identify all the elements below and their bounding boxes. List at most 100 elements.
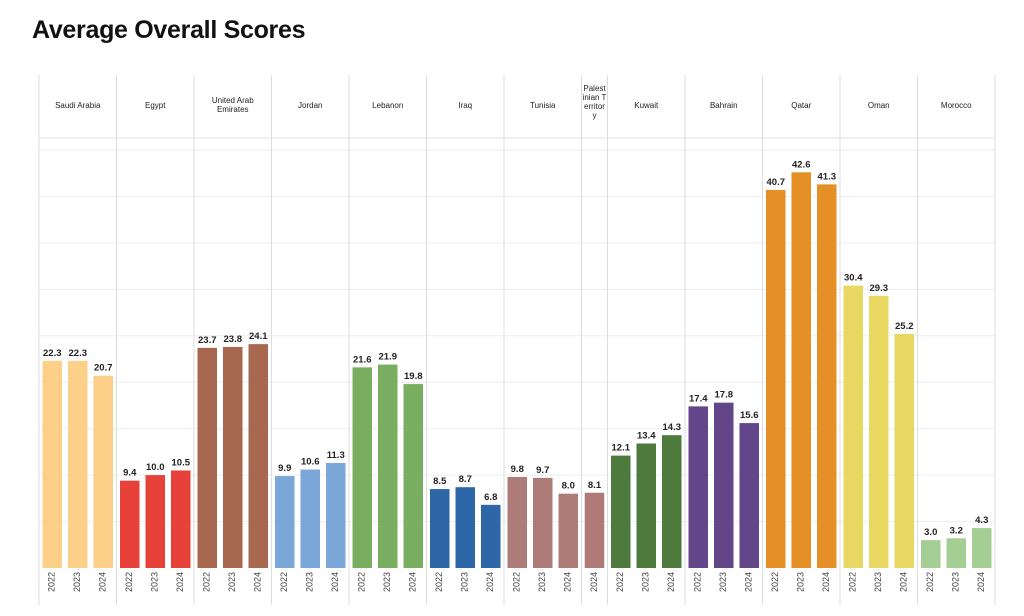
year-label-morocco-2024: 2024 xyxy=(976,572,986,592)
year-label-iraq-2022: 2022 xyxy=(434,572,444,592)
category-label-tunisia: Tunisia xyxy=(530,101,556,110)
category-label-united-arab-emirates: United Arab xyxy=(212,96,254,105)
category-label-oman: Oman xyxy=(868,101,890,110)
value-label-oman-2024: 25.2 xyxy=(895,321,914,332)
year-label-lebanon-2023: 2023 xyxy=(382,572,392,592)
year-label-kuwait-2023: 2023 xyxy=(641,572,651,592)
year-label-jordan-2024: 2024 xyxy=(330,572,340,592)
value-label-saudi-arabia-2022: 22.3 xyxy=(43,348,62,359)
value-label-qatar-2024: 41.3 xyxy=(818,171,837,182)
value-label-saudi-arabia-2023: 22.3 xyxy=(69,348,88,359)
value-label-egypt-2022: 9.4 xyxy=(123,468,137,479)
year-label-bahrain-2022: 2022 xyxy=(693,572,703,592)
bar-united-arab-emirates-2022 xyxy=(197,347,217,568)
category-label-bahrain: Bahrain xyxy=(710,101,738,110)
year-label-lebanon-2024: 2024 xyxy=(408,572,418,592)
bar-tunisia-2022 xyxy=(507,476,527,568)
value-label-kuwait-2022: 12.1 xyxy=(612,443,631,454)
bar-iraq-2022 xyxy=(430,489,450,568)
category-label-iraq: Iraq xyxy=(458,101,472,110)
bar-kuwait-2023 xyxy=(636,443,656,568)
bar-united-arab-emirates-2023 xyxy=(223,346,243,568)
year-label-qatar-2023: 2023 xyxy=(796,572,806,592)
bar-qatar-2022 xyxy=(766,189,786,569)
bar-bahrain-2022 xyxy=(688,406,708,568)
year-label-united-arab-emirates-2024: 2024 xyxy=(253,572,263,592)
bar-jordan-2024 xyxy=(326,463,346,568)
category-label-palestinian-territory: inian T xyxy=(583,93,607,102)
bar-tunisia-2024 xyxy=(558,493,578,568)
bar-united-arab-emirates-2024 xyxy=(248,344,268,568)
value-label-united-arab-emirates-2024: 24.1 xyxy=(249,331,268,342)
value-label-iraq-2023: 8.7 xyxy=(459,474,472,485)
bar-oman-2022 xyxy=(843,285,863,568)
value-label-kuwait-2023: 13.4 xyxy=(637,431,656,442)
category-label-palestinian-territory: y xyxy=(593,111,597,120)
bar-tunisia-2023 xyxy=(533,477,553,568)
bar-saudi-arabia-2022 xyxy=(42,360,62,568)
category-label-jordan: Jordan xyxy=(298,101,322,110)
category-label-palestinian-territory: erritor xyxy=(584,102,605,111)
value-label-oman-2022: 30.4 xyxy=(844,273,863,284)
value-label-palestinian-territory-2024: 8.1 xyxy=(588,480,602,491)
value-label-egypt-2024: 10.5 xyxy=(172,457,191,468)
value-label-jordan-2022: 9.9 xyxy=(278,463,291,474)
bar-morocco-2022 xyxy=(921,540,941,568)
bar-lebanon-2023 xyxy=(378,364,398,568)
bar-iraq-2024 xyxy=(481,504,501,568)
value-label-bahrain-2022: 17.4 xyxy=(689,393,708,404)
year-label-morocco-2022: 2022 xyxy=(925,572,935,592)
value-label-united-arab-emirates-2022: 23.7 xyxy=(198,335,217,346)
value-label-bahrain-2023: 17.8 xyxy=(715,390,734,401)
year-label-oman-2022: 2022 xyxy=(848,572,858,592)
value-label-iraq-2022: 8.5 xyxy=(433,476,447,487)
value-label-qatar-2023: 42.6 xyxy=(792,159,811,170)
year-label-qatar-2022: 2022 xyxy=(770,572,780,592)
category-label-saudi-arabia: Saudi Arabia xyxy=(55,101,101,110)
category-label-palestinian-territory: Palest xyxy=(583,84,606,93)
value-label-jordan-2024: 11.3 xyxy=(327,450,345,461)
category-label-egypt: Egypt xyxy=(145,101,166,110)
bar-saudi-arabia-2023 xyxy=(68,360,88,568)
bar-egypt-2024 xyxy=(171,470,191,568)
value-label-tunisia-2022: 9.8 xyxy=(511,464,524,475)
value-label-tunisia-2023: 9.7 xyxy=(536,465,549,476)
bar-kuwait-2024 xyxy=(662,435,682,568)
value-label-qatar-2022: 40.7 xyxy=(767,177,786,188)
year-label-saudi-arabia-2024: 2024 xyxy=(98,572,108,592)
year-label-iraq-2024: 2024 xyxy=(485,572,495,592)
year-label-bahrain-2023: 2023 xyxy=(718,572,728,592)
year-label-morocco-2023: 2023 xyxy=(951,572,961,592)
value-label-egypt-2023: 10.0 xyxy=(146,462,165,473)
bar-morocco-2023 xyxy=(946,538,966,568)
year-label-kuwait-2022: 2022 xyxy=(615,572,625,592)
value-label-iraq-2024: 6.8 xyxy=(484,492,497,503)
year-label-saudi-arabia-2022: 2022 xyxy=(47,572,57,592)
bar-palestinian-territory-2024 xyxy=(584,492,605,568)
value-label-kuwait-2024: 14.3 xyxy=(663,422,682,433)
bar-qatar-2024 xyxy=(817,184,837,568)
bar-jordan-2023 xyxy=(300,469,320,568)
bar-lebanon-2024 xyxy=(403,384,423,568)
value-label-lebanon-2023: 21.9 xyxy=(379,352,398,363)
year-label-tunisia-2022: 2022 xyxy=(512,572,522,592)
bar-kuwait-2022 xyxy=(611,455,631,568)
bar-oman-2023 xyxy=(869,295,889,568)
year-label-jordan-2022: 2022 xyxy=(279,572,289,592)
value-label-saudi-arabia-2024: 20.7 xyxy=(94,363,113,374)
year-label-tunisia-2023: 2023 xyxy=(537,572,547,592)
year-label-iraq-2023: 2023 xyxy=(460,572,470,592)
bar-egypt-2022 xyxy=(120,480,140,568)
year-label-oman-2024: 2024 xyxy=(899,572,909,592)
bar-bahrain-2024 xyxy=(739,423,759,568)
category-label-lebanon: Lebanon xyxy=(372,101,403,110)
bar-saudi-arabia-2024 xyxy=(93,375,113,568)
year-label-united-arab-emirates-2022: 2022 xyxy=(202,572,212,592)
year-label-lebanon-2022: 2022 xyxy=(357,572,367,592)
bar-oman-2024 xyxy=(894,333,914,568)
category-label-kuwait: Kuwait xyxy=(634,101,659,110)
category-label-morocco: Morocco xyxy=(941,101,972,110)
year-label-bahrain-2024: 2024 xyxy=(744,572,754,592)
bar-lebanon-2022 xyxy=(352,367,372,568)
